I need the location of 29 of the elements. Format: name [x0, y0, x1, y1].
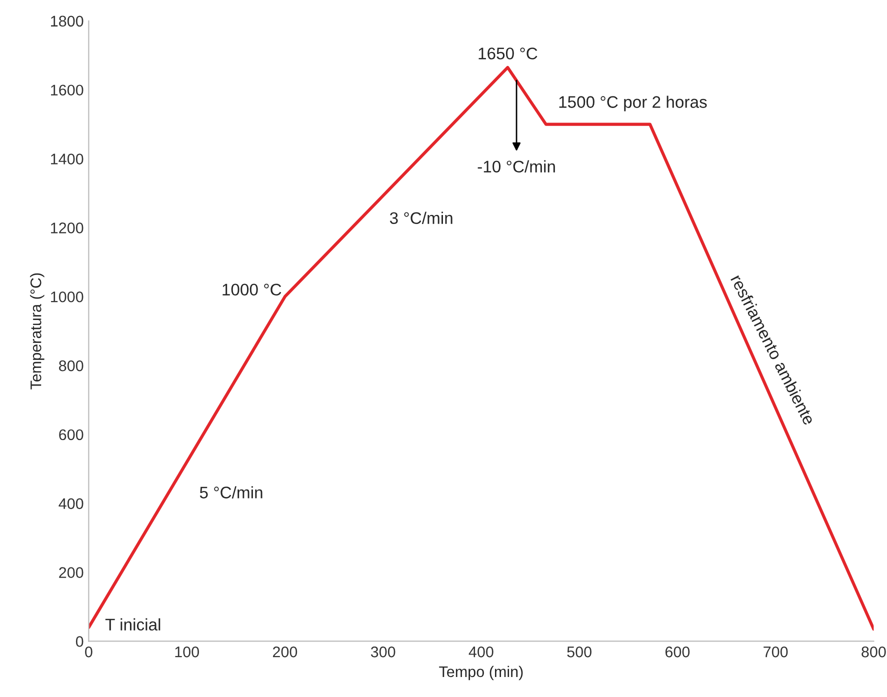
- y-tick-label: 1200: [51, 222, 84, 234]
- x-tick-label: 400: [468, 646, 494, 658]
- x-tick-label: 500: [567, 646, 592, 658]
- y-tick-label: 1000: [51, 291, 84, 302]
- y-tick-label: 1400: [51, 154, 84, 164]
- annotation: -10 °C/min: [478, 160, 555, 173]
- y-tick-label: 1800: [51, 16, 84, 27]
- x-tick-label: 200: [272, 646, 298, 658]
- y-axis-title: Temperatura (°C): [30, 273, 44, 390]
- y-tick-label: 600: [59, 429, 84, 440]
- annotation: 1000 °C: [222, 284, 282, 296]
- y-tick-label: 800: [59, 360, 84, 372]
- x-axis-title: Tempo (min): [439, 666, 523, 680]
- annotation: 3 °C/min: [390, 212, 452, 224]
- x-tick-label: 0: [85, 646, 92, 658]
- y-tick-label: 0: [76, 636, 84, 647]
- y-tick-label: 200: [59, 567, 84, 578]
- x-tick-label: 700: [764, 646, 788, 658]
- annotation: 5 °C/min: [200, 486, 262, 498]
- y-tick-label: 400: [58, 498, 84, 510]
- y-tick-label: 1600: [51, 84, 84, 96]
- annotation: T inicial: [105, 618, 160, 631]
- x-tick-label: 100: [175, 646, 199, 658]
- annotation: 1650 °C: [478, 48, 538, 60]
- line-series: [88, 66, 874, 631]
- x-tick-label: 600: [665, 646, 690, 658]
- annotation: 1500 °C por 2 horas: [559, 96, 707, 112]
- x-tick-label: 800: [862, 646, 886, 658]
- x-tick-label: 300: [370, 646, 396, 658]
